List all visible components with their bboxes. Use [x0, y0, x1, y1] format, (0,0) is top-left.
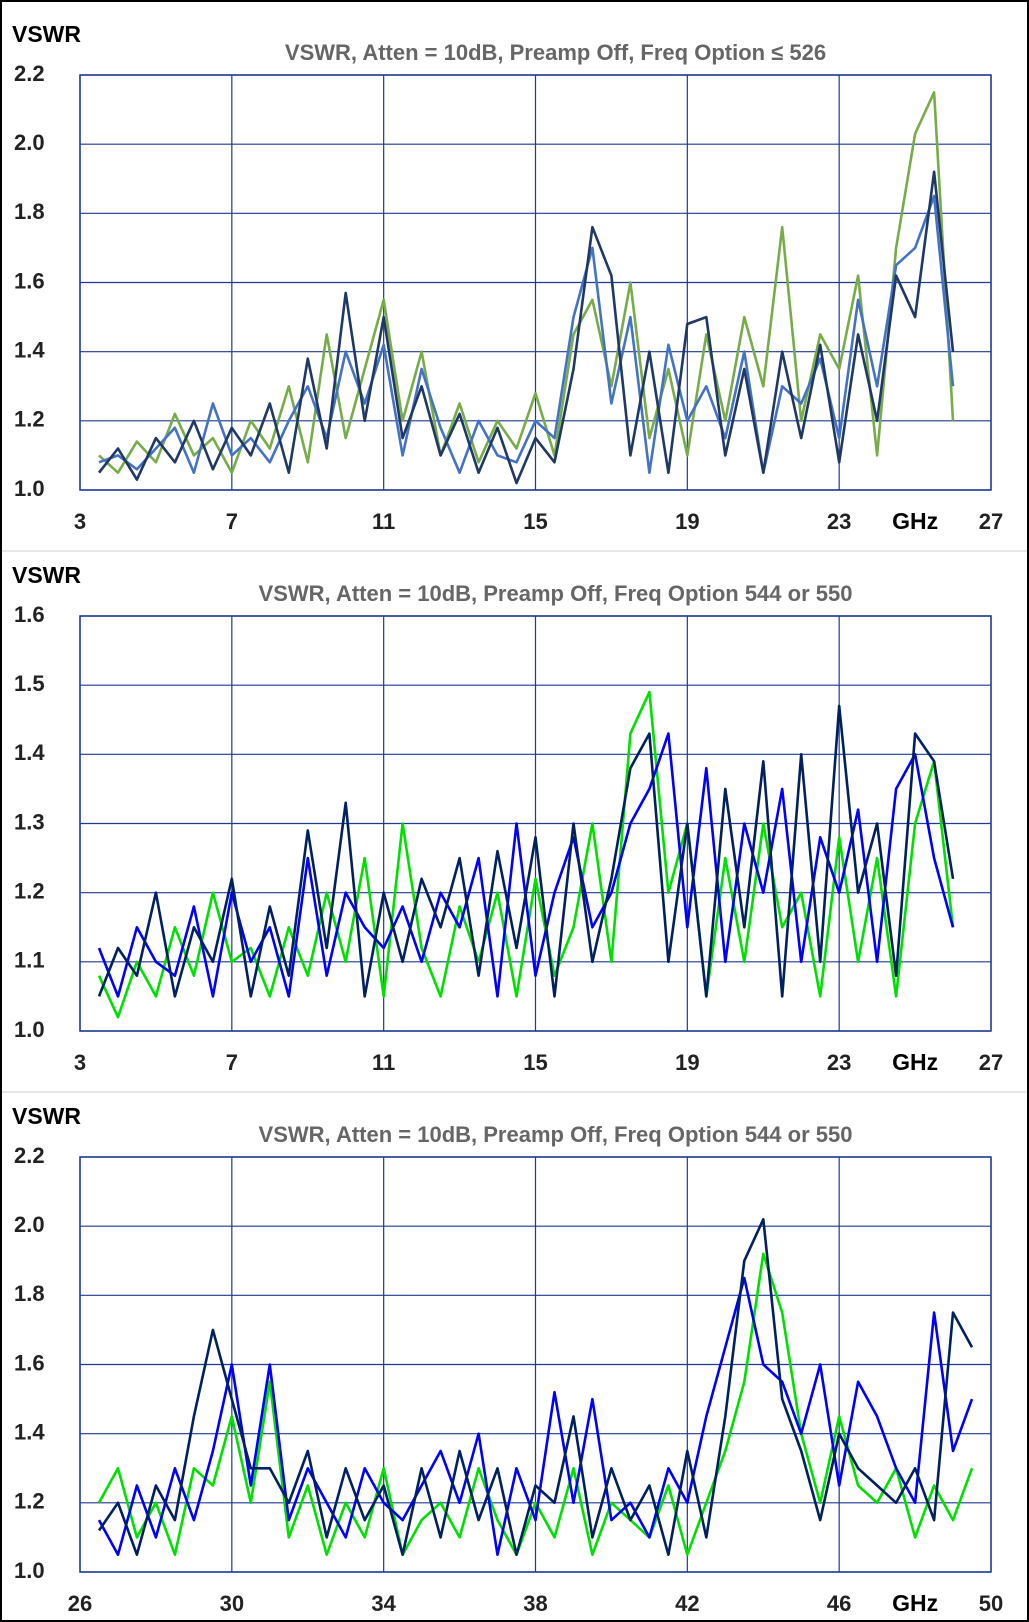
y-tick-label: 1.2 — [14, 1489, 45, 1514]
x-tick-label: 38 — [523, 1591, 547, 1616]
x-tick-label: 19 — [675, 1050, 699, 1075]
x-tick-label: 15 — [523, 1050, 547, 1075]
y-tick-label: 1.4 — [14, 740, 45, 765]
x-tick-label: 42 — [675, 1591, 699, 1616]
y-tick-label: 1.0 — [14, 1017, 45, 1042]
x-tick-label: 3 — [74, 1050, 86, 1075]
y-tick-label: 1.8 — [14, 199, 45, 224]
x-tick-label: 27 — [979, 1050, 1003, 1075]
x-axis-label: GHz — [892, 1590, 938, 1616]
y-axis-label: VSWR — [12, 1103, 81, 1129]
chart-title: VSWR, Atten = 10dB, Preamp Off, Freq Opt… — [259, 581, 853, 606]
y-tick-label: 2.2 — [14, 61, 45, 86]
y-tick-label: 1.6 — [14, 602, 45, 627]
y-tick-label: 1.3 — [14, 809, 45, 834]
y-tick-label: 1.2 — [14, 407, 45, 432]
y-tick-label: 1.4 — [14, 337, 45, 362]
x-tick-label: 23 — [827, 509, 851, 534]
x-tick-label: 11 — [372, 1050, 395, 1075]
y-tick-label: 1.1 — [14, 948, 45, 973]
chart-title: VSWR, Atten = 10dB, Preamp Off, Freq Opt… — [285, 40, 826, 65]
y-tick-label: 1.8 — [14, 1281, 45, 1306]
y-tick-label: 2.0 — [14, 130, 45, 155]
x-tick-label: 30 — [220, 1591, 244, 1616]
x-tick-label: 7 — [226, 509, 238, 534]
x-tick-label: 34 — [371, 1591, 396, 1616]
y-tick-label: 1.0 — [14, 1558, 45, 1583]
series-line — [98, 194, 955, 474]
x-tick-label: 3 — [74, 509, 86, 534]
y-tick-label: 2.0 — [14, 1212, 45, 1237]
x-tick-label: 11 — [372, 509, 395, 534]
x-tick-label: 26 — [68, 1591, 92, 1616]
x-axis-label: GHz — [892, 508, 938, 534]
y-tick-label: 1.5 — [14, 671, 45, 696]
x-tick-label: 15 — [523, 509, 547, 534]
series-line — [97, 1252, 974, 1556]
y-tick-label: 2.2 — [14, 1143, 45, 1168]
x-tick-label: 27 — [979, 509, 1003, 534]
series-line — [97, 704, 955, 998]
y-tick-label: 1.4 — [14, 1419, 45, 1444]
series-line — [97, 1218, 974, 1556]
series-line — [97, 690, 955, 1019]
chart-title: VSWR, Atten = 10dB, Preamp Off, Freq Opt… — [259, 1122, 853, 1147]
x-tick-label: 7 — [226, 1050, 238, 1075]
x-tick-label: 46 — [827, 1591, 851, 1616]
x-axis-label: GHz — [892, 1049, 938, 1075]
y-tick-label: 1.2 — [14, 878, 45, 903]
series-line — [97, 170, 955, 485]
y-tick-label: 1.6 — [14, 268, 45, 293]
y-axis-label: VSWR — [12, 21, 81, 47]
y-axis-label: VSWR — [12, 562, 81, 588]
x-tick-label: 19 — [675, 509, 699, 534]
y-tick-label: 1.0 — [14, 476, 45, 501]
y-tick-label: 1.6 — [14, 1350, 45, 1375]
x-tick-label: 23 — [827, 1050, 851, 1075]
x-tick-label: 50 — [979, 1591, 1003, 1616]
